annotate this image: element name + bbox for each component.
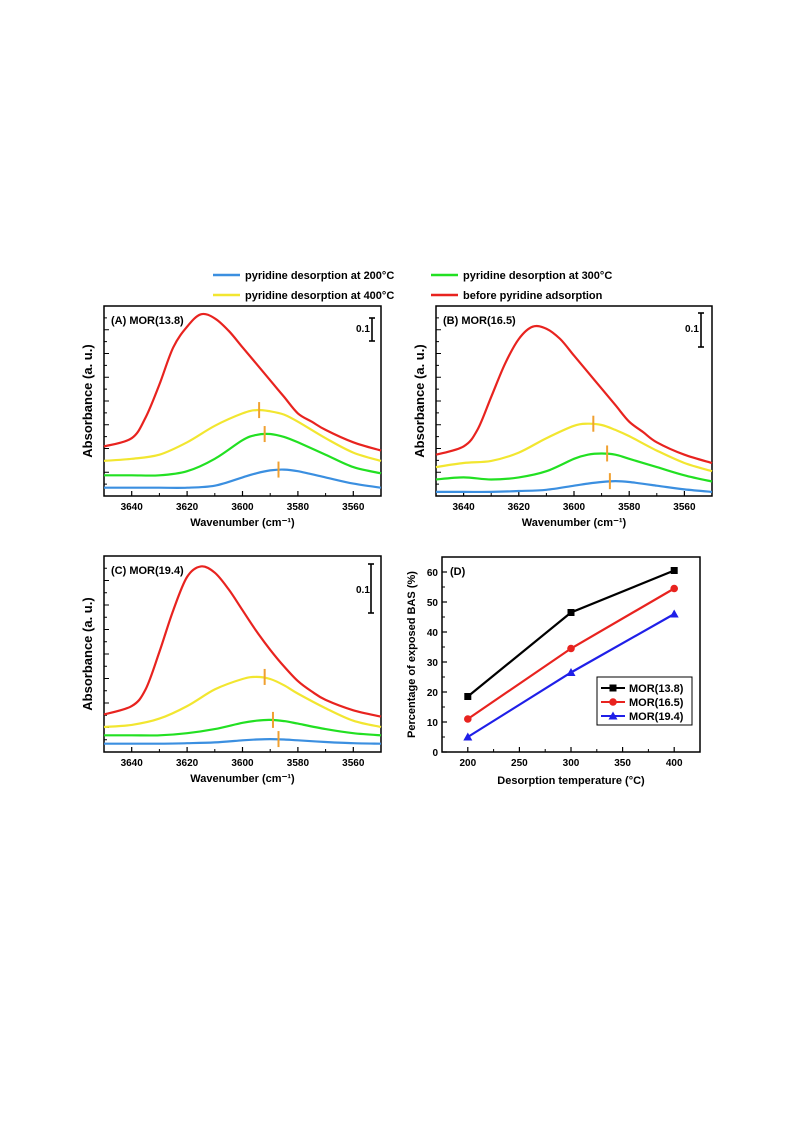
plot-frame [435,305,713,497]
y-tick-label: 10 [427,718,439,729]
x-axis-label: Wavenumber (cm⁻¹) [522,517,627,529]
y-axis-label: Absorbance (a. u.) [80,597,95,710]
x-tick-label: 3580 [287,502,310,513]
series-line [436,479,713,494]
series-line [103,468,382,489]
legend-label: pyridine desorption at 400°C [245,290,394,302]
y-tick-label: 40 [427,628,439,639]
x-tick-label: 3580 [618,502,641,513]
square-marker [567,609,575,616]
series-line [103,565,382,718]
x-tick-label: 3640 [452,502,475,513]
x-tick-label: 300 [563,758,580,769]
legend-entry: pyridine desorption at 300°C [431,270,612,282]
legend-entry: pyridine desorption at 400°C [213,290,394,302]
panel-title: (C) MOR(19.4) [111,565,184,577]
series-line [103,408,382,462]
x-tick-label: 350 [614,758,631,769]
legend-label: pyridine desorption at 200°C [245,270,394,282]
x-tick-label: 3560 [342,758,365,769]
triangle-marker [669,609,679,618]
x-tick-label: 3600 [231,502,254,513]
x-tick-label: 3640 [121,758,144,769]
y-tick-label: 50 [427,598,439,609]
legend-entry: before pyridine adsorption [431,290,603,302]
x-tick-label: 3620 [508,502,531,513]
square-marker [609,684,617,692]
legend-label: MOR(16.5) [629,697,684,709]
y-tick-label: 20 [427,688,439,699]
panel-title: (B) MOR(16.5) [443,315,516,327]
square-marker [464,693,472,700]
panel-title: (D) [450,566,466,578]
y-axis-label: Percentage of exposed BAS (%) [406,571,418,738]
scale-bar-label: 0.1 [356,585,370,596]
x-axis-label: Wavenumber (cm⁻¹) [190,517,295,529]
series-line [104,737,382,745]
y-tick-label: 60 [427,568,439,579]
x-tick-label: 200 [459,758,476,769]
x-tick-label: 3640 [121,502,144,513]
circle-marker [567,644,575,653]
x-tick-label: 250 [511,758,528,769]
square-marker [670,567,678,574]
x-tick-label: 3580 [287,758,310,769]
series-line [104,432,382,477]
bas-legend: MOR(13.8) MOR(16.5) MOR(19.4) [596,676,693,726]
series-line [104,718,382,737]
triangle-marker [463,732,473,741]
legend-label: MOR(13.8) [629,683,684,695]
scale-bar-label: 0.1 [356,324,370,335]
circle-marker [464,715,472,723]
x-tick-label: 3560 [673,502,696,513]
x-tick-label: 3600 [563,502,586,513]
legend-entry: pyridine desorption at 200°C [213,270,394,282]
panel-title: (A) MOR(13.8) [111,315,184,327]
y-tick-label: 30 [427,658,439,669]
series-line [103,675,382,729]
x-axis-label: Desorption temperature (°C) [497,775,645,787]
x-tick-label: 3600 [231,758,254,769]
x-tick-label: 400 [666,758,683,769]
series-line [103,312,382,452]
spectrum-panel: 3640 3620 3600 3580 3560 0.1 (C) MOR(19.4) Wave… [80,555,382,785]
y-axis-label: Absorbance (a. u.) [412,344,427,457]
triangle-marker [608,711,618,720]
series-line [435,324,713,465]
circle-marker [670,584,678,593]
scale-bar-label: 0.1 [685,324,699,335]
x-tick-label: 3620 [176,758,199,769]
series-line [435,422,713,473]
circle-marker [609,698,617,706]
spectrum-panel: 3640 3620 3600 3580 3560 0.1 (B) MOR(16.5) Wave… [412,305,713,529]
x-axis-label: Wavenumber (cm⁻¹) [190,773,295,785]
plot-frame [103,305,382,497]
legend-label: pyridine desorption at 300°C [463,270,612,282]
x-tick-label: 3560 [342,502,365,513]
bas-panel: 200 250 300 350 4000102030405060MOR(13.8)MOR… [406,556,701,787]
series-line [435,452,713,483]
legend-label: before pyridine adsorption [463,290,603,302]
spectrum-panel: 3640 3620 3600 3580 3560 0.1 (A) MOR(13.8) Wave… [80,305,382,529]
y-axis-label: Absorbance (a. u.) [80,344,95,457]
x-tick-label: 3620 [176,502,199,513]
triangle-marker [566,668,576,676]
legend-label: MOR(19.4) [629,711,684,723]
y-tick-label: 0 [432,748,438,759]
